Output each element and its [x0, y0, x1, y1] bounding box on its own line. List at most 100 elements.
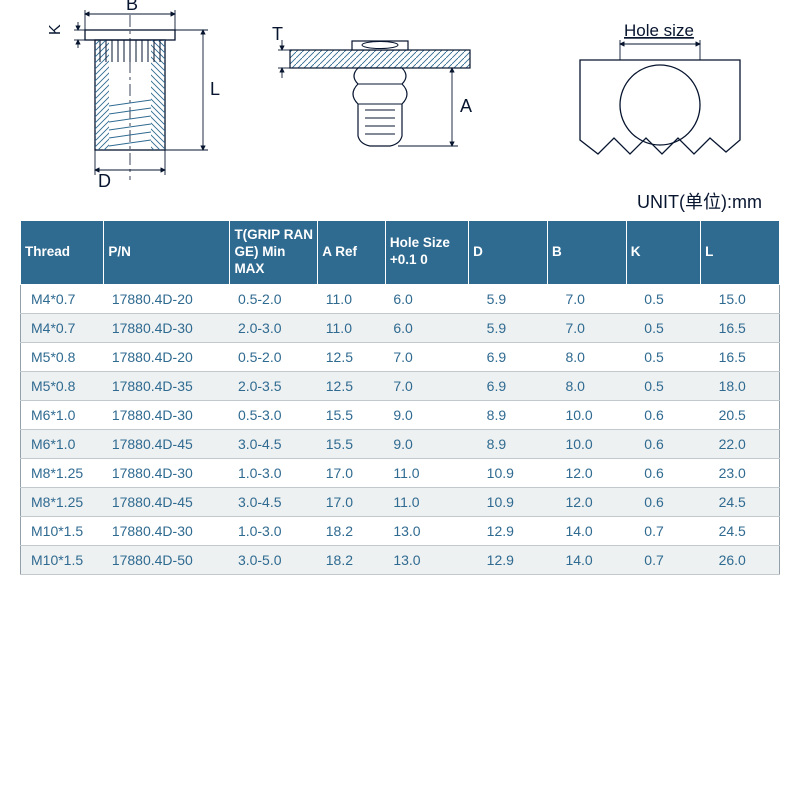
table-cell: 15.0 — [701, 284, 780, 313]
table-cell: 13.0 — [385, 516, 468, 545]
table-cell: M8*1.25 — [21, 487, 104, 516]
table-cell: 13.0 — [385, 545, 468, 574]
table-cell: 17880.4D-30 — [104, 313, 230, 342]
label-A: A — [460, 96, 472, 116]
table-cell: M5*0.8 — [21, 371, 104, 400]
table-cell: 6.9 — [469, 371, 548, 400]
label-D: D — [98, 171, 111, 191]
table-cell: 2.0-3.5 — [230, 371, 318, 400]
table-cell: 7.0 — [385, 371, 468, 400]
table-cell: 16.5 — [701, 313, 780, 342]
table-cell: 18.0 — [701, 371, 780, 400]
diagram-hole: Hole size — [560, 10, 760, 180]
table-cell: 0.5 — [626, 313, 700, 342]
table-cell: 11.0 — [385, 487, 468, 516]
table-cell: 16.5 — [701, 342, 780, 371]
table-cell: 0.5 — [626, 342, 700, 371]
col-l: L — [701, 221, 780, 285]
table-cell: 7.0 — [547, 284, 626, 313]
table-cell: M10*1.5 — [21, 516, 104, 545]
table-cell: 26.0 — [701, 545, 780, 574]
table-row: M8*1.2517880.4D-301.0-3.017.011.010.912.… — [21, 458, 780, 487]
col-hole: Hole Size +0.1 0 — [385, 221, 468, 285]
table-cell: 12.0 — [547, 487, 626, 516]
table-cell: 6.0 — [385, 284, 468, 313]
table-header-row: Thread P/N T(GRIP RAN GE) Min MAX A Ref … — [21, 221, 780, 285]
table-cell: 11.0 — [318, 284, 386, 313]
table-cell: 10.0 — [547, 400, 626, 429]
unit-label: UNIT(单位):mm — [637, 188, 762, 214]
table-cell: 14.0 — [547, 516, 626, 545]
table-cell: 22.0 — [701, 429, 780, 458]
table-cell: 15.5 — [318, 400, 386, 429]
table-row: M6*1.017880.4D-300.5-3.015.59.08.910.00.… — [21, 400, 780, 429]
table-cell: 6.0 — [385, 313, 468, 342]
table-cell: 7.0 — [385, 342, 468, 371]
table-cell: 10.9 — [469, 458, 548, 487]
label-L: L — [210, 79, 220, 99]
table-cell: M10*1.5 — [21, 545, 104, 574]
table-cell: 7.0 — [547, 313, 626, 342]
table-cell: 0.5-2.0 — [230, 342, 318, 371]
table-cell: 2.0-3.0 — [230, 313, 318, 342]
table-cell: 17.0 — [318, 458, 386, 487]
table-cell: 9.0 — [385, 429, 468, 458]
col-thread: Thread — [21, 221, 104, 285]
col-grip: T(GRIP RAN GE) Min MAX — [230, 221, 318, 285]
table-cell: 5.9 — [469, 284, 548, 313]
table-cell: 17880.4D-30 — [104, 400, 230, 429]
table-cell: 0.6 — [626, 487, 700, 516]
table-cell: 1.0-3.0 — [230, 458, 318, 487]
table-cell: 0.7 — [626, 545, 700, 574]
label-hole-size: Hole size — [624, 21, 694, 40]
table-row: M8*1.2517880.4D-453.0-4.517.011.010.912.… — [21, 487, 780, 516]
table-cell: 3.0-4.5 — [230, 429, 318, 458]
table-cell: 12.5 — [318, 342, 386, 371]
table-cell: 17880.4D-30 — [104, 458, 230, 487]
col-d: D — [469, 221, 548, 285]
table-cell: 12.0 — [547, 458, 626, 487]
table-cell: 17880.4D-30 — [104, 516, 230, 545]
diagram-installed: T A — [260, 10, 500, 190]
label-K: K — [47, 24, 64, 35]
table-cell: 0.5-3.0 — [230, 400, 318, 429]
technical-diagrams: B K L D T A — [0, 0, 800, 200]
table-cell: 18.2 — [318, 545, 386, 574]
table-cell: 8.9 — [469, 400, 548, 429]
table-cell: 17880.4D-50 — [104, 545, 230, 574]
table-cell: 17.0 — [318, 487, 386, 516]
table-cell: 15.5 — [318, 429, 386, 458]
table-cell: 5.9 — [469, 313, 548, 342]
table-cell: 12.9 — [469, 545, 548, 574]
table-cell: 11.0 — [385, 458, 468, 487]
col-pn: P/N — [104, 221, 230, 285]
table-cell: 17880.4D-20 — [104, 284, 230, 313]
col-b: B — [547, 221, 626, 285]
table-cell: 17880.4D-20 — [104, 342, 230, 371]
table-row: M10*1.517880.4D-503.0-5.018.213.012.914.… — [21, 545, 780, 574]
table-cell: 0.5 — [626, 284, 700, 313]
table-cell: 10.0 — [547, 429, 626, 458]
spec-table: Thread P/N T(GRIP RAN GE) Min MAX A Ref … — [20, 220, 780, 575]
table-cell: 9.0 — [385, 400, 468, 429]
table-cell: 24.5 — [701, 487, 780, 516]
label-T: T — [272, 24, 283, 44]
table-row: M6*1.017880.4D-453.0-4.515.59.08.910.00.… — [21, 429, 780, 458]
table-cell: M6*1.0 — [21, 400, 104, 429]
table-cell: 0.5 — [626, 371, 700, 400]
table-cell: 3.0-4.5 — [230, 487, 318, 516]
table-cell: 17880.4D-35 — [104, 371, 230, 400]
col-aref: A Ref — [318, 221, 386, 285]
table-cell: 11.0 — [318, 313, 386, 342]
table-cell: 8.0 — [547, 371, 626, 400]
table-cell: 0.7 — [626, 516, 700, 545]
table-cell: 1.0-3.0 — [230, 516, 318, 545]
table-row: M4*0.717880.4D-302.0-3.011.06.05.97.00.5… — [21, 313, 780, 342]
table-cell: M8*1.25 — [21, 458, 104, 487]
table-cell: 0.6 — [626, 400, 700, 429]
col-k: K — [626, 221, 700, 285]
table-cell: 10.9 — [469, 487, 548, 516]
table-cell: 6.9 — [469, 342, 548, 371]
table-cell: 3.0-5.0 — [230, 545, 318, 574]
table-cell: 8.9 — [469, 429, 548, 458]
